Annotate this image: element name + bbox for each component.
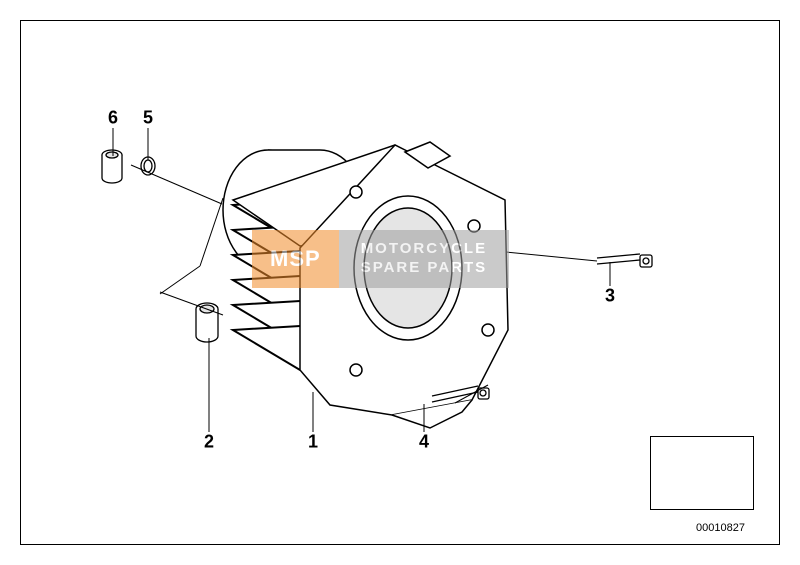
cylinder-body (223, 142, 508, 428)
diagram-id: 00010827 (696, 522, 745, 534)
callout-5: 5 (143, 108, 153, 129)
callout-3: 3 (605, 286, 615, 307)
callout-1: 1 (308, 432, 318, 453)
part-bolt-3 (597, 254, 652, 267)
callout-4: 4 (419, 432, 429, 453)
part-dowel-6 (102, 150, 122, 183)
diagram-stage: 1 2 3 4 5 6 00010827 MSP MOTORCYCLE SPAR… (0, 0, 800, 565)
inset-locator-box (650, 436, 754, 510)
callout-2: 2 (204, 432, 214, 453)
callout-6: 6 (108, 108, 118, 129)
